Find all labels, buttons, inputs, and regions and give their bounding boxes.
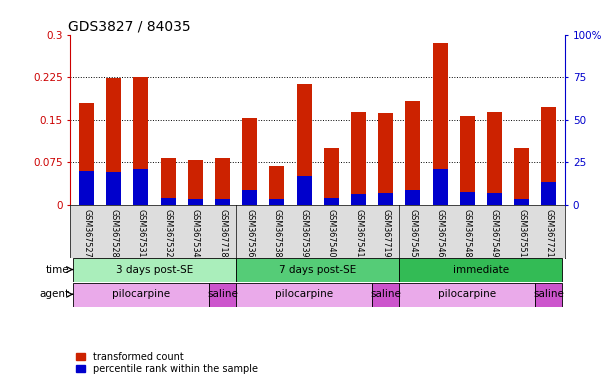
Text: GSM367545: GSM367545 [408,209,417,257]
Text: GSM367541: GSM367541 [354,209,363,257]
Text: 7 days post-SE: 7 days post-SE [279,265,356,275]
Bar [188,160,203,205]
Text: immediate: immediate [453,265,509,275]
Bar [324,148,338,205]
Bar [79,103,94,205]
Bar [79,170,94,205]
Bar [215,158,230,205]
Bar [487,112,502,205]
Bar [400,258,563,282]
Text: GSM367719: GSM367719 [381,209,390,257]
Bar [297,176,312,205]
Bar [73,258,236,282]
Text: GSM367534: GSM367534 [191,209,200,257]
Text: GSM367718: GSM367718 [218,209,227,257]
Bar [514,199,529,205]
Text: GSM367540: GSM367540 [327,209,336,257]
Bar [535,283,563,307]
Text: 3 days post-SE: 3 days post-SE [116,265,193,275]
Text: GSM367546: GSM367546 [436,209,445,257]
Text: pilocarpine: pilocarpine [438,289,496,299]
Text: GSM367539: GSM367539 [299,209,309,257]
Text: agent: agent [39,289,70,299]
Bar [209,283,236,307]
Text: GSM367551: GSM367551 [517,209,526,257]
Text: time: time [46,265,70,275]
Bar [236,258,400,282]
Text: saline: saline [207,289,238,299]
Bar [106,172,121,205]
Bar [487,193,502,205]
Text: GSM367527: GSM367527 [82,209,91,258]
Bar [133,77,148,205]
Bar [460,116,475,205]
Text: pilocarpine: pilocarpine [112,289,170,299]
Text: saline: saline [533,289,565,299]
Bar [406,101,420,205]
Bar [161,198,175,205]
Text: GSM367548: GSM367548 [463,209,472,257]
Bar [324,198,338,205]
Bar [269,199,284,205]
Bar [269,166,284,205]
Bar [400,283,535,307]
Bar [372,283,400,307]
Bar [215,199,230,205]
Text: GSM367528: GSM367528 [109,209,119,257]
Text: GSM367538: GSM367538 [273,209,282,257]
Text: GSM367531: GSM367531 [136,209,145,257]
Legend: transformed count, percentile rank within the sample: transformed count, percentile rank withi… [75,351,258,375]
Bar [433,169,448,205]
Bar [106,78,121,205]
Text: saline: saline [370,289,401,299]
Bar [460,192,475,205]
Text: GSM367721: GSM367721 [544,209,554,257]
Bar [188,199,203,205]
Text: GSM367532: GSM367532 [164,209,173,257]
Bar [351,112,366,205]
Bar [351,194,366,205]
Bar [406,190,420,205]
Bar [514,148,529,205]
Text: GDS3827 / 84035: GDS3827 / 84035 [68,20,191,33]
Text: pilocarpine: pilocarpine [275,289,333,299]
Bar [242,118,257,205]
Bar [73,283,209,307]
Bar [378,193,393,205]
Bar [236,283,372,307]
Bar [378,113,393,205]
Bar [242,190,257,205]
Bar [161,158,175,205]
Text: GSM367549: GSM367549 [490,209,499,257]
Bar [433,43,448,205]
Bar [297,84,312,205]
Bar [541,182,557,205]
Bar [541,107,557,205]
Text: GSM367536: GSM367536 [245,209,254,257]
Bar [133,169,148,205]
